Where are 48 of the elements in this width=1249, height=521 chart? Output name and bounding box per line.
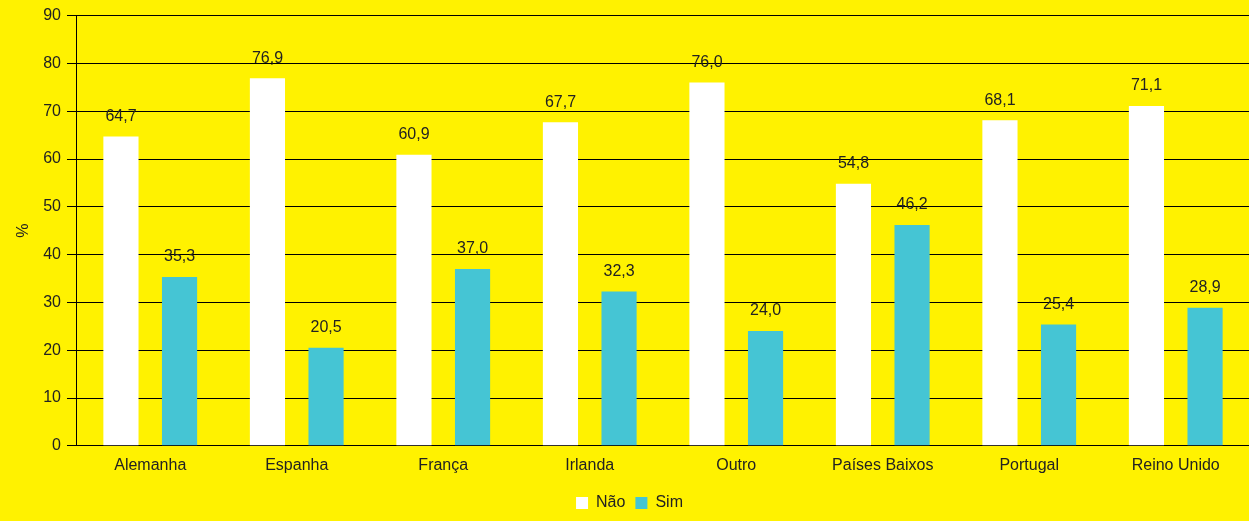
y-tick-label: 0 [52,436,62,454]
bar [161,277,198,446]
y-tick-label: 60 [43,149,62,167]
bar [982,120,1018,446]
data-label: 37,0 [456,239,489,257]
bar [1187,307,1223,446]
x-tick-label: Reino Unido [1131,455,1220,473]
data-label: 68,1 [984,90,1016,108]
legend-label: Não [596,493,626,511]
legend-label: Sim [655,493,683,511]
bar [747,331,784,446]
bar [249,78,286,446]
bar [454,268,491,446]
x-tick-label: Países Baixos [832,455,934,473]
bar [542,122,579,446]
x-tick-label: Alemanha [114,455,187,473]
y-tick-label: 40 [43,245,62,263]
data-label: 67,7 [544,92,577,110]
y-tick-label: 50 [43,197,62,215]
x-tick-label: Outro [716,455,757,473]
data-label: 32,3 [603,261,635,279]
x-tick-label: Irlanda [565,455,615,473]
x-tick-label: França [418,455,469,473]
y-tick-label: 10 [43,388,62,406]
y-tick-label: 90 [43,6,62,24]
x-tick-label: Espanha [265,455,329,473]
data-label: 71,1 [1130,76,1163,94]
bar [1040,324,1077,446]
y-tick-label: 80 [43,53,62,71]
bar [1128,105,1165,446]
bar [396,154,432,446]
x-tick-label: Portugal [999,455,1060,473]
y-tick-label: 30 [43,292,62,310]
data-label: 64,7 [105,106,137,124]
bar [894,224,930,446]
bar [689,82,725,446]
data-label: 20,5 [310,318,342,336]
y-tick-label: 70 [43,101,62,119]
bar [308,347,344,446]
y-axis-title: % [14,223,32,238]
bar [835,183,872,446]
y-tick-label: 20 [43,340,62,358]
data-label: 76,9 [251,48,284,66]
data-label: 28,9 [1189,278,1221,296]
data-label: 60,9 [398,125,430,143]
bar [601,291,637,446]
bar [103,136,139,446]
data-label: 24,0 [749,301,782,319]
